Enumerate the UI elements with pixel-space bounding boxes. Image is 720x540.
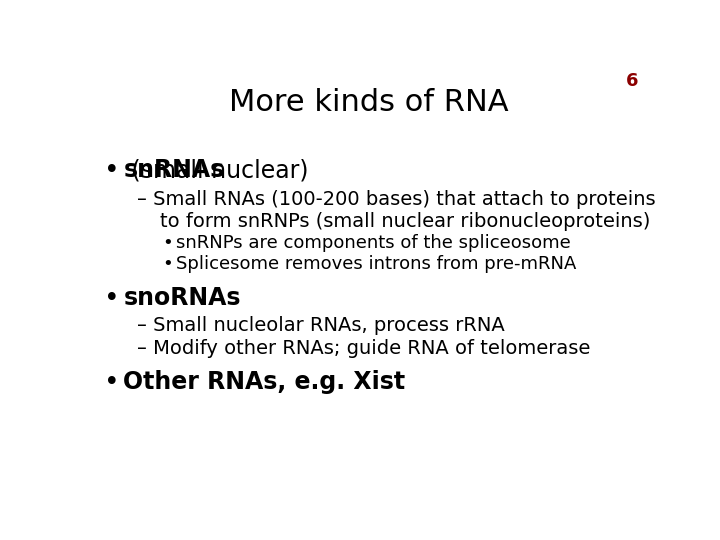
Text: Splicesome removes introns from pre-mRNA: Splicesome removes introns from pre-mRNA <box>176 255 577 273</box>
Text: •: • <box>104 286 120 312</box>
Text: •: • <box>104 370 120 396</box>
Text: snRNPs are components of the spliceosome: snRNPs are components of the spliceosome <box>176 234 571 252</box>
Text: •: • <box>163 234 174 252</box>
Text: snoRNAs: snoRNAs <box>124 286 241 310</box>
Text: •: • <box>163 255 174 273</box>
Text: •: • <box>104 158 120 184</box>
Text: 6: 6 <box>626 72 638 90</box>
Text: to form snRNPs (small nuclear ribonucleoproteins): to form snRNPs (small nuclear ribonucleo… <box>160 212 650 232</box>
Text: (small nuclear): (small nuclear) <box>125 158 309 183</box>
Text: – Small RNAs (100-200 bases) that attach to proteins: – Small RNAs (100-200 bases) that attach… <box>138 190 656 208</box>
Text: – Small nucleolar RNAs, process rRNA: – Small nucleolar RNAs, process rRNA <box>138 316 505 335</box>
Text: – Modify other RNAs; guide RNA of telomerase: – Modify other RNAs; guide RNA of telome… <box>138 339 591 358</box>
Text: More kinds of RNA: More kinds of RNA <box>229 87 509 117</box>
Text: snRNAs: snRNAs <box>124 158 225 183</box>
Text: Other RNAs, e.g. Xist: Other RNAs, e.g. Xist <box>124 370 405 394</box>
